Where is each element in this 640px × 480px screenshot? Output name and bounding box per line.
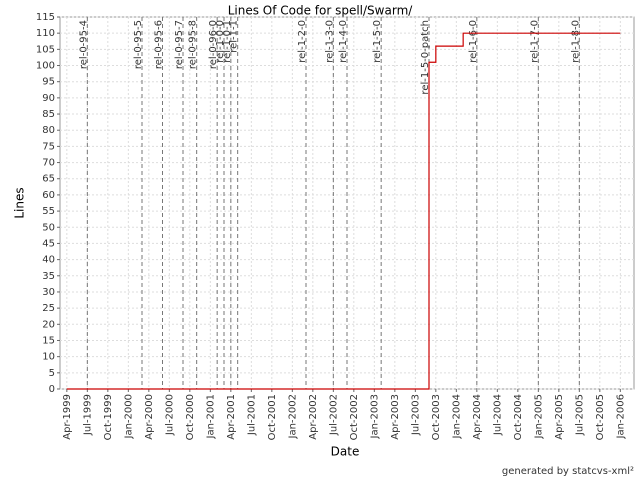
release-label: rel-0-95-4 [78,20,89,69]
y-tick-label: 90 [42,93,55,104]
release-label: rel-0-95-5 [133,20,144,69]
y-tick-label: 15 [42,335,55,346]
y-tick-label: 25 [42,303,55,314]
y-tick-label: 50 [42,222,55,233]
release-label: rel-1-4-0 [338,20,349,63]
x-tick-label: Jan-2006 [615,394,626,439]
x-tick-label: Jul-2003 [410,394,421,436]
release-label: rel-1-8-0 [570,20,581,63]
x-tick-label: Apr-1999 [62,394,73,440]
y-axis-title: Lines [13,187,27,218]
y-tick-label: 80 [42,125,55,136]
x-tick-label: Apr-2004 [472,394,483,440]
x-tick-label: Oct-2004 [513,394,524,440]
release-label: rel-1-5-0-patch [420,20,431,95]
x-tick-label: Jan-2005 [533,394,544,439]
release-label: rel-1-0-0 [215,20,226,63]
x-tick-label: Jan-2004 [451,394,462,439]
x-tick-label: Oct-1999 [103,394,114,440]
y-tick-label: 10 [42,352,55,363]
y-tick-label: 75 [42,141,55,152]
release-label: rel-0-95-6 [154,20,165,69]
x-tick-label: Jul-1999 [82,394,93,436]
x-tick-label: Jan-2000 [123,394,134,439]
y-tick-label: 0 [49,384,55,395]
release-label: rel-1-0-1 [222,20,233,63]
release-label: rel-1-3-0 [324,20,335,63]
release-label: rel-0-95-8 [188,20,199,69]
x-axis-title: Date [331,445,360,459]
x-tick-label: Apr-2005 [554,394,565,440]
release-label: rel-1-1 [229,20,240,53]
y-tick-label: 95 [42,77,55,88]
y-tick-label: 55 [42,206,55,217]
y-tick-label: 110 [36,28,55,39]
y-tick-label: 60 [42,190,55,201]
release-label: rel-0-95-7 [174,20,185,69]
x-tick-label: Apr-2002 [308,394,319,440]
x-tick-label: Oct-2000 [185,394,196,440]
x-tick-label: Apr-2001 [226,394,237,440]
chart-title: Lines Of Code for spell/Swarm/ [228,4,414,18]
x-tick-label: Oct-2002 [349,394,360,440]
y-tick-label: 30 [42,287,55,298]
release-label: rel-1-7-0 [529,20,540,63]
y-tick-label: 35 [42,271,55,282]
data-line [66,32,621,390]
footer: generated by statcvs-xml² [502,466,634,477]
x-tick-label: Apr-2003 [390,394,401,440]
y-tick-label: 65 [42,174,55,185]
y-tick-label: 105 [36,44,55,55]
x-tick-label: Jul-2004 [492,394,503,436]
x-tick-label: Oct-2003 [431,394,442,440]
x-tick-label: Oct-2001 [267,394,278,440]
y-tick-label: 5 [49,368,55,379]
x-tick-label: Apr-2000 [144,394,155,440]
x-tick-label: Jan-2002 [287,394,298,439]
y-tick-label: 45 [42,238,55,249]
x-tick-label: Jul-2001 [246,394,257,436]
y-tick-label: 70 [42,158,55,169]
y-tick-label: 20 [42,319,55,330]
x-tick-label: Jan-2001 [205,394,216,439]
release-label: rel-1-2-0 [297,20,308,63]
x-tick-label: Jul-2002 [328,394,339,436]
y-tick-label: 85 [42,109,55,120]
release-label: rel-1-5-0 [372,20,383,63]
x-tick-label: Jan-2003 [369,394,380,439]
x-tick-label: Oct-2005 [595,394,606,440]
x-tick-label: Jul-2005 [574,394,585,436]
x-tick-label: Jul-2000 [164,394,175,436]
y-tick-label: 40 [42,255,55,266]
release-label: rel-0-96-0 [208,20,219,69]
release-label: rel-1-6-0 [468,20,479,63]
y-tick-label: 115 [36,12,55,23]
y-tick-label: 100 [36,61,55,72]
